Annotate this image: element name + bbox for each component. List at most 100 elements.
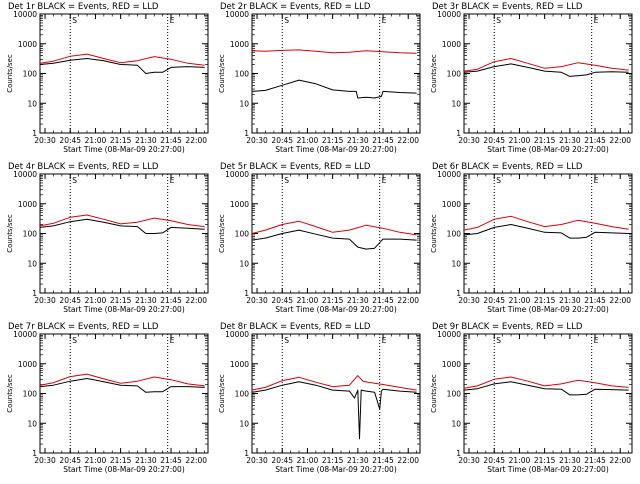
x-tick-label: 21:45: [160, 296, 182, 305]
x-tick-label: 21:15: [322, 296, 344, 305]
x-tick-label: 21:15: [110, 136, 132, 145]
y-tick-label: 1: [32, 449, 37, 458]
time-marker-label: S: [284, 336, 289, 345]
y-tick-label: 1000: [18, 200, 37, 209]
y-axis-label: Counts/sec: [430, 54, 438, 93]
y-tick-label: 100: [235, 70, 250, 79]
x-tick-label: 21:45: [372, 296, 394, 305]
x-tick-label: 21:30: [135, 136, 157, 145]
chart-panel-5: Det 5r BLACK = Events, RED = LLD 1 10 100 10…: [218, 162, 421, 314]
y-tick-label: 100: [23, 230, 38, 239]
x-axis-label: Start Time (08-Mar-09 20:27:00): [63, 305, 185, 314]
y-tick-label: 10: [27, 259, 37, 268]
chart-panel-2: Det 2r BLACK = Events, RED = LLD 1 10 100 10…: [218, 2, 421, 154]
plot-frame: [463, 333, 633, 454]
series-line-lld: [251, 220, 417, 236]
y-tick-label: 100: [447, 230, 462, 239]
x-tick-label: 21:15: [110, 296, 132, 305]
y-tick-label: 1000: [442, 360, 461, 369]
x-axis-label: Start Time (08-Mar-09 20:27:00): [487, 145, 609, 154]
x-tick-label: 21:00: [297, 456, 319, 465]
y-axis-label: Counts/sec: [430, 374, 438, 413]
x-tick-label: 20:30: [34, 296, 56, 305]
y-tick-label: 1000: [230, 40, 249, 49]
x-tick-label: 20:45: [483, 136, 505, 145]
x-tick-label: 20:45: [59, 456, 81, 465]
plot-frame: [251, 13, 421, 134]
x-axis-label: Start Time (08-Mar-09 20:27:00): [487, 305, 609, 314]
y-axis-label: Counts/sec: [218, 374, 226, 413]
series-line-events: [39, 58, 205, 74]
x-tick-label: 20:30: [458, 136, 480, 145]
y-tick-label: 100: [447, 70, 462, 79]
x-tick-label: 22:00: [185, 456, 207, 465]
x-tick-label: 21:30: [347, 136, 369, 145]
plot-frame: [39, 13, 209, 134]
x-tick-label: 21:00: [509, 296, 531, 305]
x-tick-label: 22:00: [609, 296, 631, 305]
series-line-events: [39, 378, 205, 393]
x-tick-label: 22:00: [397, 136, 419, 145]
chart-panel-8: Det 8r BLACK = Events, RED = LLD 1 10 100 10…: [218, 322, 421, 474]
y-tick-label: 1000: [442, 40, 461, 49]
plot-frame: [39, 333, 209, 454]
time-marker-label: S: [284, 16, 289, 25]
x-tick-label: 21:30: [559, 296, 581, 305]
chart-title: Det 3r BLACK = Events, RED = LLD: [432, 2, 583, 12]
x-tick-label: 20:45: [59, 136, 81, 145]
y-axis-label: Counts/sec: [218, 214, 226, 253]
chart-panel-4: Det 4r BLACK = Events, RED = LLD 1 10 100 10…: [6, 162, 209, 314]
y-tick-label: 1: [244, 289, 249, 298]
y-tick-label: 1: [456, 449, 461, 458]
x-axis-label: Start Time (08-Mar-09 20:27:00): [487, 465, 609, 474]
x-tick-label: 22:00: [609, 456, 631, 465]
time-marker-label: S: [496, 16, 501, 25]
x-tick-label: 21:15: [322, 456, 344, 465]
chart-panel-1: Det 1r BLACK = Events, RED = LLD 1 10 100 10…: [6, 2, 209, 154]
y-axis-label: Counts/sec: [218, 54, 226, 93]
y-tick-label: 1: [456, 129, 461, 138]
y-tick-label: 1: [456, 289, 461, 298]
y-tick-label: 10000: [437, 10, 461, 19]
y-tick-label: 1: [244, 449, 249, 458]
y-tick-label: 1000: [18, 360, 37, 369]
x-tick-label: 20:30: [458, 456, 480, 465]
series-line-lld: [251, 49, 417, 54]
y-tick-label: 1000: [442, 200, 461, 209]
y-tick-label: 1: [32, 289, 37, 298]
y-tick-label: 100: [23, 390, 38, 399]
time-marker-label: E: [170, 336, 175, 345]
time-marker-label: E: [382, 336, 387, 345]
x-tick-label: 20:45: [483, 456, 505, 465]
x-tick-label: 22:00: [185, 136, 207, 145]
chart-title: Det 7r BLACK = Events, RED = LLD: [8, 322, 159, 332]
x-tick-label: 21:45: [372, 136, 394, 145]
time-marker-label: E: [382, 16, 387, 25]
x-axis-label: Start Time (08-Mar-09 20:27:00): [63, 465, 185, 474]
plot-frame: [39, 173, 209, 294]
x-tick-label: 22:00: [397, 456, 419, 465]
y-tick-label: 100: [447, 390, 462, 399]
y-tick-label: 10000: [225, 330, 249, 339]
plot-frame: [463, 13, 633, 134]
series-line-lld: [463, 58, 629, 72]
x-tick-label: 21:00: [509, 456, 531, 465]
series-line-lld: [251, 375, 417, 391]
y-tick-label: 10: [239, 419, 249, 428]
series-line-lld: [39, 373, 205, 387]
y-axis-label: Counts/sec: [6, 214, 14, 253]
x-tick-label: 20:45: [271, 296, 293, 305]
x-tick-label: 21:30: [347, 296, 369, 305]
y-tick-label: 10000: [225, 170, 249, 179]
series-line-events: [251, 79, 417, 99]
x-tick-label: 21:30: [559, 456, 581, 465]
x-tick-label: 21:45: [584, 136, 606, 145]
time-marker-label: E: [382, 176, 387, 185]
plot-frame: [463, 173, 633, 294]
x-tick-label: 21:00: [297, 136, 319, 145]
time-marker-label: E: [170, 16, 175, 25]
y-tick-label: 10000: [13, 330, 37, 339]
x-tick-label: 21:00: [297, 296, 319, 305]
